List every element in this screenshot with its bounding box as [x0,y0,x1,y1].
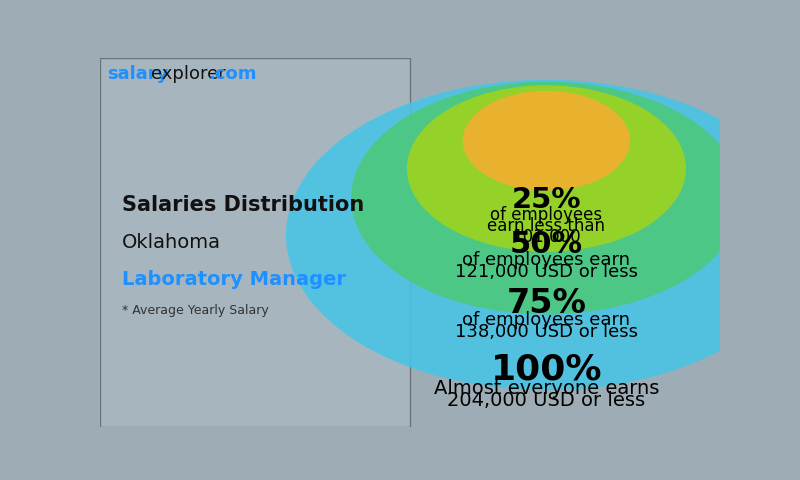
Text: .com: .com [209,65,257,83]
Text: earn less than: earn less than [487,217,606,235]
Text: of employees: of employees [490,206,602,224]
Text: Oklahoma: Oklahoma [122,233,221,252]
Text: 204,000 USD or less: 204,000 USD or less [447,391,646,410]
Text: 121,000 USD or less: 121,000 USD or less [455,263,638,281]
Text: Almost everyone earns: Almost everyone earns [434,379,659,398]
Text: Laboratory Manager: Laboratory Manager [122,270,346,289]
Circle shape [407,85,686,252]
Text: 138,000 USD or less: 138,000 USD or less [455,323,638,341]
Text: 75%: 75% [506,287,586,320]
Text: salary: salary [107,65,169,83]
FancyBboxPatch shape [100,58,410,427]
Text: 101,000: 101,000 [512,228,581,246]
Text: Salaries Distribution: Salaries Distribution [122,195,364,216]
Text: of employees earn: of employees earn [462,251,630,269]
Text: 100%: 100% [490,353,602,387]
Circle shape [351,82,742,314]
Text: explorer: explorer [151,65,226,83]
Text: 25%: 25% [512,186,581,214]
Text: of employees earn: of employees earn [462,311,630,329]
Text: 50%: 50% [510,230,583,259]
Circle shape [286,80,800,390]
Circle shape [462,91,630,191]
Text: * Average Yearly Salary: * Average Yearly Salary [122,304,269,317]
